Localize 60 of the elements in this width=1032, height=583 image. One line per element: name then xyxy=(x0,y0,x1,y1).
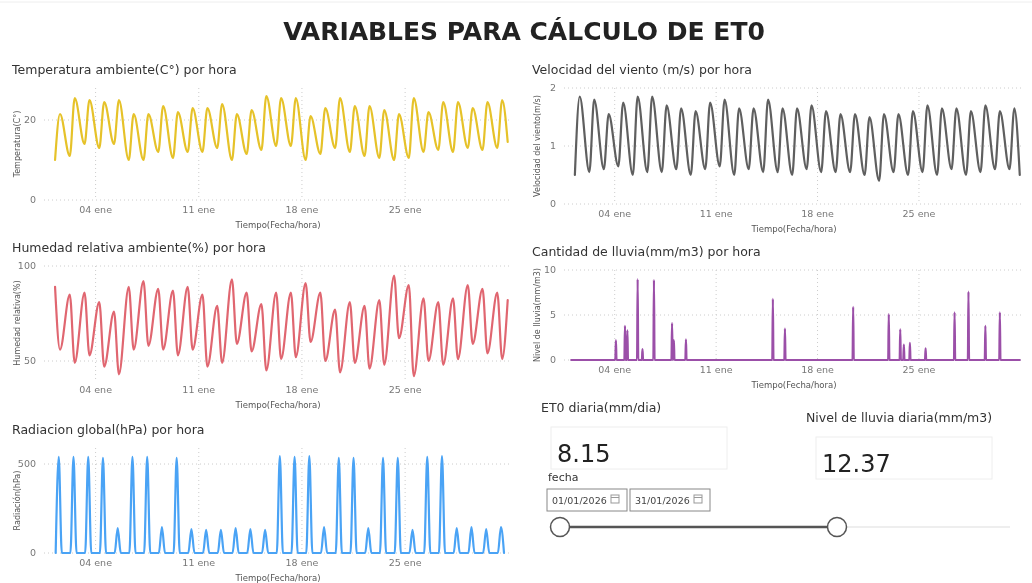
x-tick-label: 11 ene xyxy=(699,208,733,219)
text: VARIABLES PARA CÁLCULO DE ET0 xyxy=(283,17,765,46)
x-axis-title: Tiempo(Fecha/hora) xyxy=(750,380,837,390)
text: fecha xyxy=(548,471,579,484)
y-tick-label: 0 xyxy=(29,194,36,206)
line-series xyxy=(53,274,509,378)
y-axis-title: Humedad relativa(%) xyxy=(13,280,22,366)
line-series xyxy=(53,94,509,162)
x-axis-title: Tiempo(Fecha/hora) xyxy=(234,400,321,410)
chart-title: Velocidad del viento (m/s) por hora xyxy=(532,62,753,77)
y-tick-label: 20 xyxy=(23,114,36,126)
y-tick-label: 0 xyxy=(549,198,556,210)
y-axis-title: Velocidad del viento(m/s) xyxy=(533,95,542,197)
y-axis-title: Nivel de lluvia(mm/m3) xyxy=(533,268,542,362)
x-tick-label: 04 ene xyxy=(79,204,113,215)
text: 8.15 xyxy=(557,440,611,468)
y-tick-label: 1 xyxy=(549,140,556,152)
x-tick-label: 25 ene xyxy=(388,384,422,395)
text: 12.37 xyxy=(822,450,891,478)
chart-title: Temperatura ambiente(C°) por hora xyxy=(11,62,237,77)
y-tick-label: 0 xyxy=(29,547,36,559)
text: 31/01/2026 xyxy=(635,495,690,506)
x-tick-label: 18 ene xyxy=(285,557,319,568)
x-tick-label: 04 ene xyxy=(79,557,113,568)
y-tick-label: 500 xyxy=(17,458,36,470)
x-axis-title: Tiempo(Fecha/hora) xyxy=(750,224,837,234)
text: ET0 diaria(mm/dia) xyxy=(541,400,662,415)
y-tick-label: 50 xyxy=(23,355,36,367)
x-tick-label: 11 ene xyxy=(182,557,216,568)
y-tick-label: 10 xyxy=(543,264,556,276)
x-tick-label: 25 ene xyxy=(902,208,936,219)
x-tick-label: 04 ene xyxy=(79,384,113,395)
line-series xyxy=(570,277,1021,362)
y-tick-label: 5 xyxy=(549,309,556,321)
y-tick-label: 100 xyxy=(17,260,36,272)
x-tick-label: 18 ene xyxy=(801,364,835,375)
x-tick-label: 11 ene xyxy=(699,364,733,375)
chart-title: Radiacion global(hPa) por hora xyxy=(12,422,205,437)
text: Nivel de lluvia diaria(mm/m3) xyxy=(806,410,993,425)
line-series xyxy=(54,454,506,555)
x-tick-label: 18 ene xyxy=(285,204,319,215)
chart-title: Cantidad de lluvia(mm/m3) por hora xyxy=(532,244,761,259)
x-tick-label: 18 ene xyxy=(801,208,835,219)
x-tick-label: 25 ene xyxy=(902,364,936,375)
x-tick-label: 18 ene xyxy=(285,384,319,395)
line-series xyxy=(573,95,1021,182)
y-axis-title: Radiación(hPa) xyxy=(12,470,22,531)
x-axis-title: Tiempo(Fecha/hora) xyxy=(234,573,321,583)
x-tick-label: 04 ene xyxy=(598,208,632,219)
text: 01/01/2026 xyxy=(552,495,607,506)
x-tick-label: 11 ene xyxy=(182,384,216,395)
x-tick-label: 11 ene xyxy=(182,204,216,215)
y-tick-label: 2 xyxy=(549,82,556,94)
y-axis-title: Temperatura(C°) xyxy=(13,110,22,179)
y-tick-label: 0 xyxy=(549,354,556,366)
x-tick-label: 25 ene xyxy=(388,204,422,215)
x-tick-label: 04 ene xyxy=(598,364,632,375)
chart-title: Humedad relativa ambiente(%) por hora xyxy=(12,240,266,255)
x-axis-title: Tiempo(Fecha/hora) xyxy=(234,220,321,230)
x-tick-label: 25 ene xyxy=(388,557,422,568)
